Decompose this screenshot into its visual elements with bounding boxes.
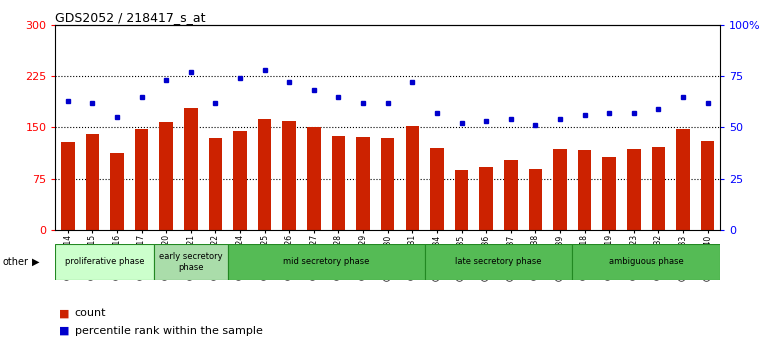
Bar <box>430 148 444 230</box>
Bar <box>110 153 124 230</box>
Bar <box>480 167 493 230</box>
Bar <box>676 130 690 230</box>
Bar <box>332 136 345 230</box>
Bar <box>424 244 572 280</box>
Text: ■: ■ <box>59 326 70 336</box>
Bar <box>651 147 665 230</box>
Bar <box>135 129 149 230</box>
Text: GDS2052 / 218417_s_at: GDS2052 / 218417_s_at <box>55 11 206 24</box>
Bar <box>504 160 517 230</box>
Bar <box>602 157 616 230</box>
Text: ambiguous phase: ambiguous phase <box>609 257 684 267</box>
Bar <box>55 244 154 280</box>
Text: mid secretory phase: mid secretory phase <box>283 257 370 267</box>
Bar <box>184 108 198 230</box>
Bar <box>154 244 228 280</box>
Bar <box>627 149 641 230</box>
Bar <box>307 127 320 230</box>
Bar <box>553 149 567 230</box>
Text: ■: ■ <box>59 308 70 318</box>
Bar <box>455 170 468 230</box>
Bar <box>528 169 542 230</box>
Bar <box>572 244 720 280</box>
Text: late secretory phase: late secretory phase <box>455 257 542 267</box>
Bar <box>258 119 271 230</box>
Bar <box>85 134 99 230</box>
Bar <box>406 126 419 230</box>
Text: count: count <box>75 308 106 318</box>
Bar <box>228 244 424 280</box>
Text: early secretory
phase: early secretory phase <box>159 252 223 272</box>
Bar <box>578 150 591 230</box>
Bar <box>283 121 296 230</box>
Bar <box>233 131 247 230</box>
Text: ▶: ▶ <box>32 257 40 267</box>
Text: percentile rank within the sample: percentile rank within the sample <box>75 326 263 336</box>
Bar <box>61 143 75 230</box>
Bar <box>701 141 715 230</box>
Bar <box>209 138 223 230</box>
Bar <box>159 122 173 230</box>
Text: other: other <box>2 257 28 267</box>
Bar <box>357 137 370 230</box>
Text: proliferative phase: proliferative phase <box>65 257 145 267</box>
Bar <box>381 138 394 230</box>
